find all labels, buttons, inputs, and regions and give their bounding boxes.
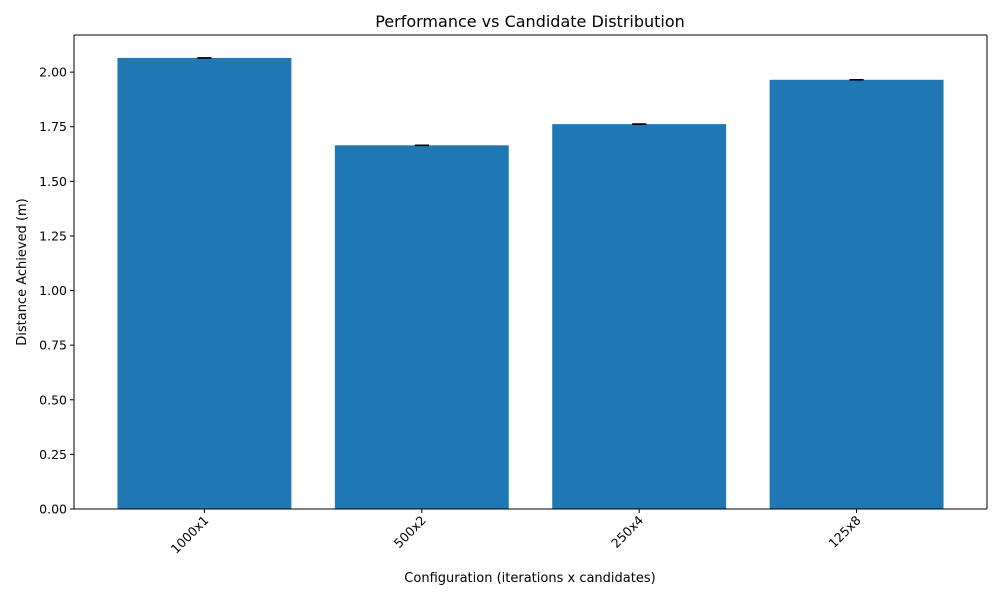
x-axis-label: Configuration (iterations x candidates): [404, 571, 655, 586]
bar-250x4: [552, 124, 727, 510]
plot-frame: [73, 34, 988, 510]
y-tick-label: 0.50: [39, 392, 67, 407]
x-tick-label: 125x8: [825, 512, 863, 550]
bar-1000x1: [117, 57, 292, 509]
x-tick-label: 500x2: [391, 513, 429, 551]
bars-group: [117, 57, 944, 510]
chart-title: Performance vs Candidate Distribution: [375, 12, 685, 31]
y-tick-label: 0.00: [39, 502, 67, 517]
bar-125x8: [769, 79, 944, 509]
y-axis-label: Distance Achieved (m): [15, 198, 30, 346]
y-axis-ticks: 0.00 0.25 0.50 0.75 1.00 1.25 1.50 1.75 2.00: [39, 65, 74, 517]
y-tick-label: 1.25: [39, 228, 67, 243]
y-tick-label: 1.00: [39, 283, 67, 298]
x-axis-ticks: 1000x1 500x2 250x4 125x8: [168, 509, 864, 556]
y-tick-label: 2.00: [39, 65, 67, 80]
error-bars-group: [197, 57, 864, 147]
y-tick-label: 0.75: [39, 338, 67, 353]
bar-500x2: [334, 145, 509, 509]
y-tick-label: 1.75: [39, 119, 67, 134]
x-tick-label: 250x4: [608, 512, 646, 550]
y-tick-label: 0.25: [39, 447, 67, 462]
x-tick-label: 1000x1: [168, 513, 212, 557]
y-tick-label: 1.50: [39, 174, 67, 189]
